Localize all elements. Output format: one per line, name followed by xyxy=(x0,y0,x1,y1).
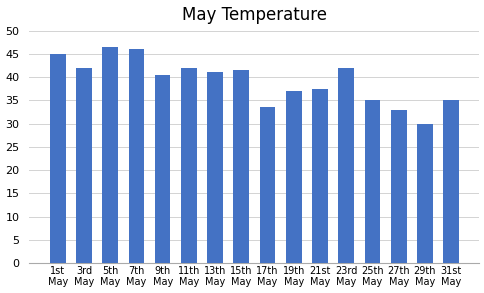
Bar xyxy=(416,124,432,263)
Bar xyxy=(50,54,65,263)
Bar xyxy=(442,100,458,263)
Bar xyxy=(390,110,406,263)
Title: May Temperature: May Temperature xyxy=(182,6,326,23)
Bar xyxy=(338,68,353,263)
Bar xyxy=(128,49,144,263)
Bar xyxy=(233,70,249,263)
Bar xyxy=(154,75,170,263)
Bar xyxy=(364,100,379,263)
Bar xyxy=(207,72,223,263)
Bar xyxy=(181,68,197,263)
Bar xyxy=(285,91,301,263)
Bar xyxy=(76,68,91,263)
Bar xyxy=(102,47,118,263)
Bar xyxy=(259,107,275,263)
Bar xyxy=(312,89,327,263)
